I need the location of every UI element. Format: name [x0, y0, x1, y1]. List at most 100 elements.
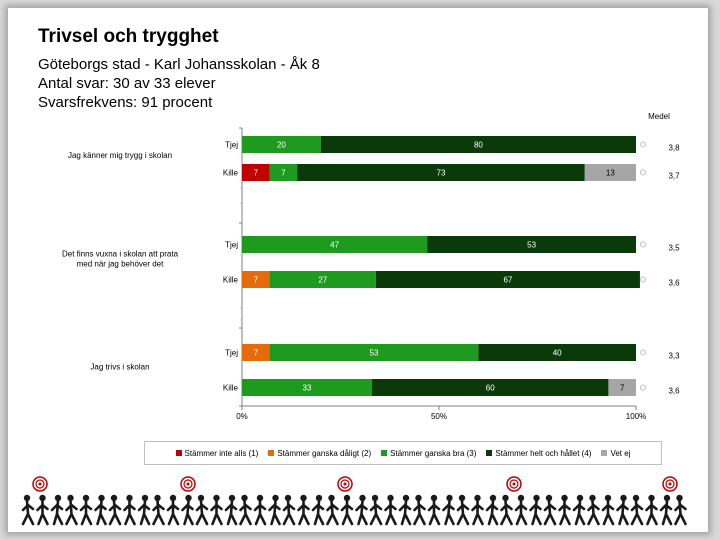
figure-body — [268, 499, 281, 526]
figure-body — [21, 499, 35, 526]
figure-body — [616, 499, 629, 526]
bar-data-label: 7 — [254, 276, 259, 285]
figure-head — [533, 494, 540, 502]
row-label: Tjej — [225, 349, 238, 358]
figure-head — [23, 494, 31, 502]
figure-body — [137, 499, 151, 526]
medel-header: Medel — [648, 112, 670, 121]
figure-body — [210, 499, 223, 526]
footer-figures-decoration — [21, 476, 687, 526]
bar-segment — [269, 344, 479, 361]
figure-body — [558, 499, 571, 526]
bar-segment — [242, 164, 270, 181]
row-label: Tjej — [225, 141, 238, 150]
bar-data-label: 73 — [437, 169, 446, 178]
legend-swatch — [601, 450, 608, 456]
legend-item: Stämmer ganska dåligt (2) — [268, 449, 371, 458]
figure-head — [39, 494, 46, 502]
figure-head — [663, 494, 671, 502]
figure-head — [502, 494, 509, 502]
figure-body — [514, 499, 528, 526]
figure-body — [326, 499, 339, 526]
legend-label: Stämmer helt och hållet (4) — [495, 448, 592, 458]
bar-data-label: 67 — [503, 276, 512, 285]
page-title: Trivsel och trygghet — [38, 26, 219, 47]
figure-head — [300, 494, 307, 502]
figure-body — [253, 499, 267, 526]
bar-data-label: 7 — [254, 169, 259, 178]
figure-body — [239, 499, 252, 526]
figure-body — [442, 499, 455, 526]
response-rate-line: Svarsfrekvens: 91 procent — [38, 94, 213, 111]
target-icon-ring — [340, 479, 350, 489]
bar-data-label: 80 — [474, 141, 483, 150]
bar-data-label: 33 — [303, 384, 312, 393]
figure-body — [485, 499, 499, 526]
bar-segment — [584, 164, 636, 181]
figure-head — [67, 494, 74, 502]
row-label: Tjej — [225, 241, 238, 250]
figure-body — [601, 499, 615, 526]
target-icon-ring — [665, 479, 675, 489]
figure-head — [241, 494, 248, 502]
figure-body — [630, 499, 644, 526]
legend-item: Stämmer ganska bra (3) — [381, 449, 476, 458]
question-label: Jag trivs i skolan — [90, 363, 149, 372]
school-line: Göteborgs stad - Karl Johansskolan - Åk … — [38, 56, 320, 73]
figure-head — [604, 494, 612, 502]
medel-value: 3,8 — [668, 144, 680, 153]
figure-body — [456, 499, 470, 526]
bar-segment — [242, 136, 321, 153]
target-icon-center — [512, 482, 516, 486]
figure-body — [587, 499, 600, 526]
figure-head — [458, 494, 466, 502]
target-icon-center — [343, 482, 347, 486]
row-end-marker — [640, 141, 646, 148]
legend-swatch — [486, 450, 493, 456]
figure-head — [517, 494, 525, 502]
figure-head — [228, 494, 236, 502]
figure-body — [369, 499, 383, 526]
legend-swatch — [381, 450, 388, 456]
row-label: Kille — [223, 169, 239, 178]
figure-head — [371, 494, 379, 502]
figure-head — [98, 494, 105, 502]
figure-head — [169, 494, 177, 502]
bar-data-label: 53 — [370, 349, 379, 358]
legend-label: Stämmer inte alls (1) — [184, 448, 259, 458]
figure-body — [355, 499, 368, 526]
figure-head — [197, 494, 205, 502]
bar-data-label: 47 — [330, 241, 339, 250]
bar-segment — [297, 164, 585, 181]
figure-body — [645, 499, 658, 526]
row-label: Kille — [223, 276, 239, 285]
stacked-bar-chart: 0% 50% 100% Medel Jag känner mig trygg i sko… — [62, 112, 680, 421]
figure-head — [343, 494, 351, 502]
chart-legend: Stämmer inte alls (1) Stämmer ganska dåli… — [144, 441, 662, 465]
figure-body — [659, 499, 673, 526]
bar-segment — [608, 379, 636, 396]
figure-body — [108, 499, 122, 526]
bar-segment — [427, 236, 636, 253]
figure-head — [82, 494, 90, 502]
legend-item: Vet ej — [601, 449, 630, 458]
figure-body — [224, 499, 238, 526]
bar-segment — [242, 379, 373, 396]
figure-body — [166, 499, 180, 526]
legend-label: Stämmer ganska dåligt (2) — [277, 448, 372, 458]
figure-head — [474, 494, 481, 502]
row-end-marker — [640, 169, 646, 176]
figure-body — [36, 499, 49, 526]
bar-data-label: 27 — [318, 276, 327, 285]
figure-head — [589, 494, 596, 502]
figure-head — [545, 494, 553, 502]
figure-head — [415, 494, 422, 502]
figure-body — [384, 499, 397, 526]
bar-segment — [242, 344, 270, 361]
figure-body — [50, 499, 64, 526]
legend-swatch — [175, 450, 182, 456]
figure-head — [446, 494, 453, 502]
bar-data-label: 40 — [553, 349, 562, 358]
figure-head — [126, 494, 133, 502]
figure-body — [674, 499, 687, 526]
